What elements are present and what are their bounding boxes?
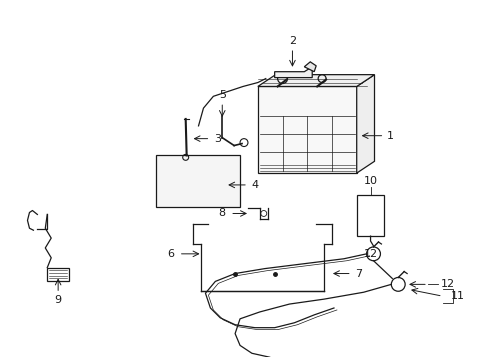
Bar	[356, 195, 384, 236]
Text: 1: 1	[386, 131, 393, 141]
Text: 10: 10	[363, 176, 377, 186]
Text: 8: 8	[218, 208, 225, 219]
Text: 2: 2	[288, 36, 295, 46]
Polygon shape	[274, 67, 311, 78]
Polygon shape	[304, 62, 316, 72]
Text: 9: 9	[55, 295, 61, 305]
Text: 11: 11	[449, 291, 464, 301]
Text: 12: 12	[440, 279, 454, 289]
Polygon shape	[257, 75, 374, 86]
Text: 3: 3	[213, 134, 221, 144]
Bar	[156, 156, 240, 207]
Bar	[257, 86, 356, 173]
Text: 4: 4	[251, 180, 258, 190]
Polygon shape	[356, 75, 374, 173]
Bar	[47, 267, 69, 282]
Text: 12: 12	[363, 249, 377, 259]
Text: 5: 5	[218, 90, 225, 100]
Text: 6: 6	[167, 249, 174, 259]
Text: 7: 7	[354, 269, 362, 279]
